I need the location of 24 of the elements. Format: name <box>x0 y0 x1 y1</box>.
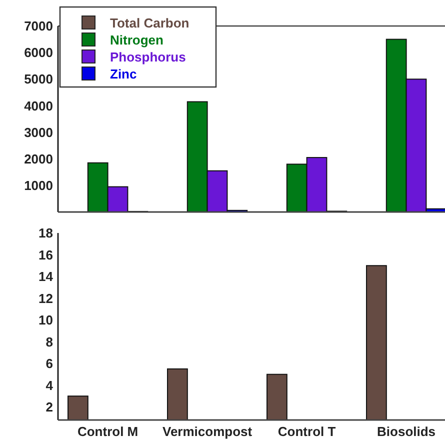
legend-label: Nitrogen <box>110 32 164 48</box>
x-tick-label: Control T <box>278 424 336 439</box>
x-tick-label: Control M <box>77 424 138 439</box>
y-tick-label: 12 <box>38 290 53 306</box>
y-tick-label: 18 <box>38 226 53 241</box>
y-tick-label: 3000 <box>24 124 53 140</box>
legend-label: Total Carbon <box>110 16 190 31</box>
y-tick-label: 8 <box>46 334 53 350</box>
x-tick-label: Vermicompost <box>162 424 253 439</box>
x-tick-label: Biosolids <box>377 424 436 439</box>
legend-label: Zinc <box>110 66 137 82</box>
y-tick-label: 10 <box>38 312 53 328</box>
y-tick-label: 6000 <box>24 45 53 60</box>
y-tick-label: 2 <box>46 400 53 415</box>
y-tick-label: 5000 <box>24 72 53 87</box>
y-tick-label: 7000 <box>24 18 53 34</box>
y-tick-label: 1000 <box>24 178 53 193</box>
legend-label: Phosphorus <box>110 50 186 65</box>
y-tick-label: 2000 <box>24 151 53 166</box>
y-tick-label: 6 <box>46 356 53 372</box>
y-tick-label: 4000 <box>24 98 53 114</box>
y-tick-label: 14 <box>38 269 54 284</box>
y-tick-label: 4 <box>46 378 54 393</box>
y-tick-label: 16 <box>38 247 53 262</box>
